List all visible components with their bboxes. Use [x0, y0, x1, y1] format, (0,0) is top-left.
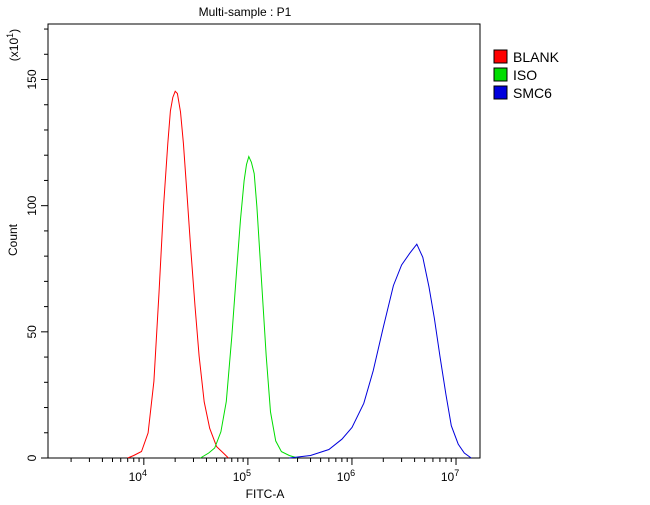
- legend-swatch-iso: [493, 67, 508, 82]
- y-tick-label: 150: [25, 69, 39, 89]
- y-axis-multiplier: (x101): [5, 29, 21, 61]
- plot-frame: [47, 23, 481, 459]
- y-tick-label: 100: [25, 195, 39, 215]
- x-axis: 104 105 106 107: [70, 458, 459, 484]
- y-axis: 0 50 100 150: [25, 28, 48, 461]
- series-line-blank: [127, 90, 229, 459]
- y-tick-label: 50: [25, 325, 39, 339]
- legend-swatch-blank: [493, 49, 508, 64]
- legend-label-smc6: SMC6: [513, 85, 552, 101]
- series-line-iso: [200, 155, 298, 459]
- x-axis-title: FITC-A: [246, 487, 285, 501]
- x-tick-label: 107: [441, 468, 459, 484]
- legend-label-iso: ISO: [513, 67, 537, 83]
- x-tick-label: 105: [233, 468, 251, 484]
- x-tick-label: 104: [129, 468, 147, 484]
- legend-swatch-smc6: [493, 85, 508, 100]
- y-tick-label: 0: [25, 454, 39, 461]
- legend-label-blank: BLANK: [513, 49, 560, 65]
- histogram-curves: [127, 90, 472, 459]
- legend: BLANK ISO SMC6: [493, 49, 560, 101]
- x-tick-label: 106: [337, 468, 355, 484]
- series-line-smc6: [289, 243, 472, 459]
- y-axis-title: Count: [6, 223, 20, 256]
- chart-title: Multi-sample : P1: [199, 5, 292, 19]
